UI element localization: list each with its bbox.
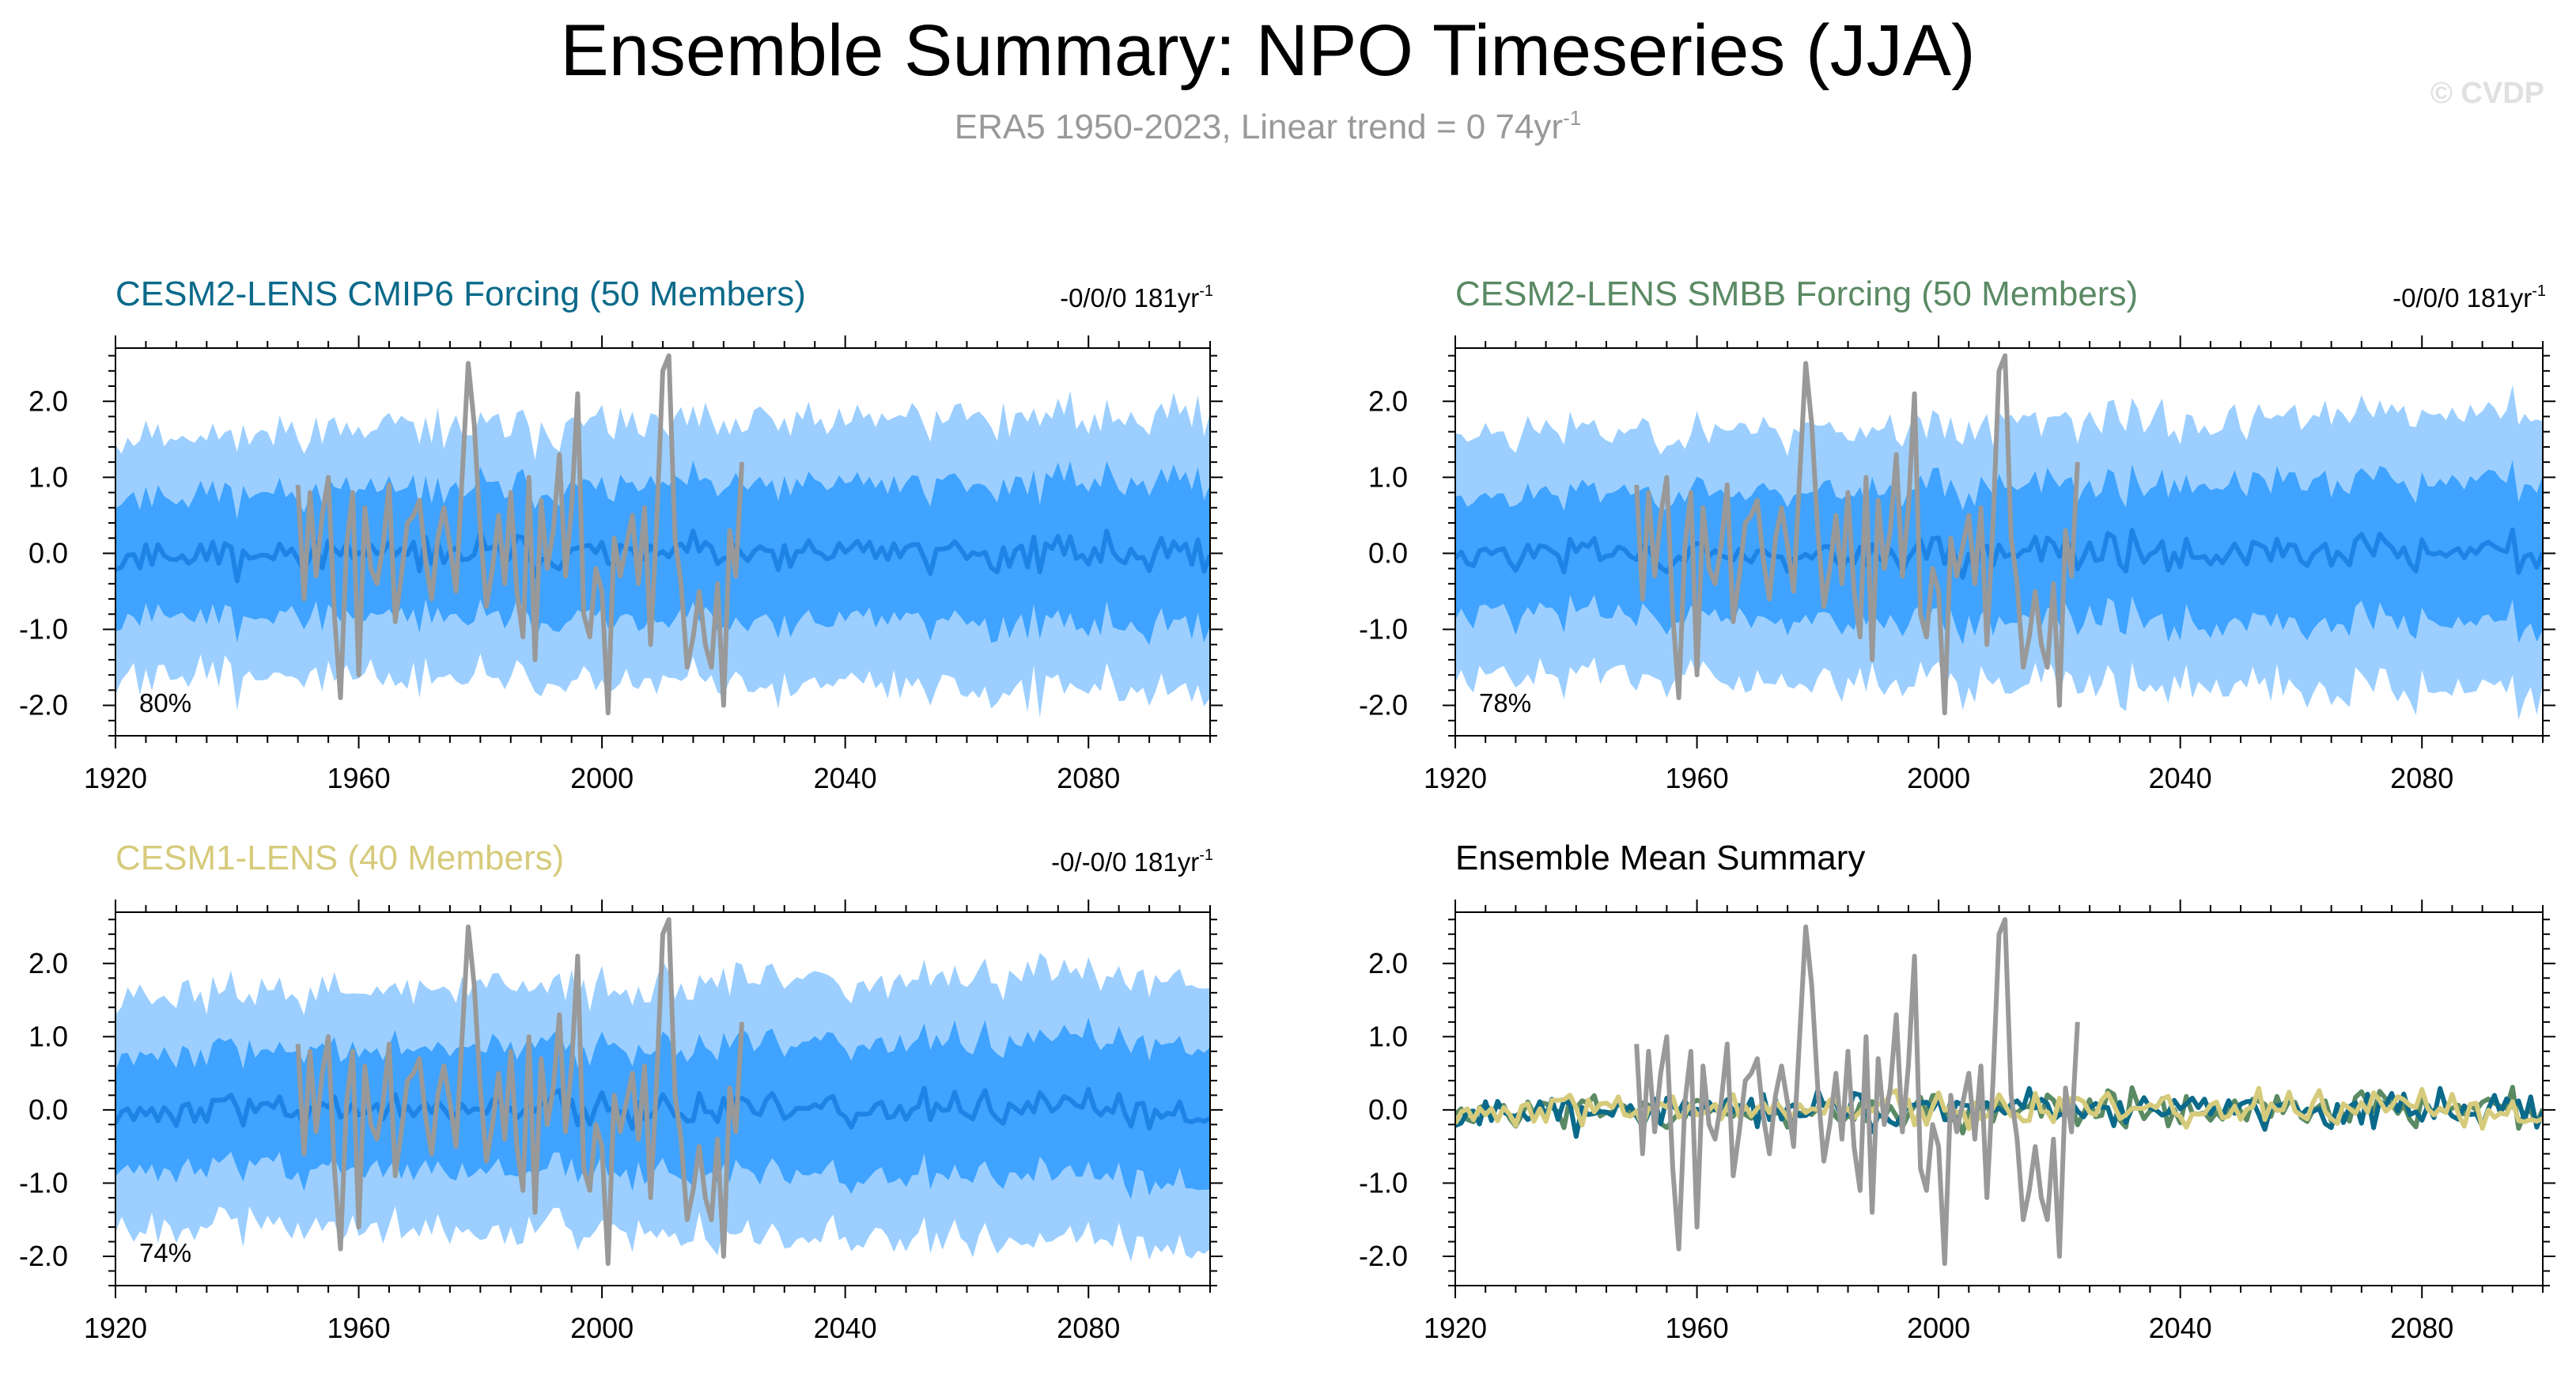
x-tick-label: 2000 bbox=[1907, 1312, 1970, 1344]
panel-cesm2-cmip6: CESM2-LENS CMIP6 Forcing (50 Members) -0/… bbox=[19, 275, 1223, 794]
y-tick-label: -1.0 bbox=[1359, 612, 1408, 645]
x-tick-label: 1960 bbox=[1666, 762, 1729, 794]
x-tick-label: 2080 bbox=[2390, 762, 2453, 794]
plot-area bbox=[1455, 917, 2543, 1267]
x-tick-label: 2040 bbox=[2149, 1312, 2212, 1344]
x-tick-label: 2080 bbox=[2390, 1312, 2453, 1344]
x-tick-label: 1920 bbox=[1424, 1312, 1487, 1344]
figure-title: Ensemble Summary: NPO Timeseries (JJA) bbox=[560, 10, 1975, 91]
observed-line bbox=[295, 353, 744, 716]
x-tick-label: 2040 bbox=[814, 1312, 877, 1344]
y-tick-label: 0.0 bbox=[28, 1093, 68, 1126]
trend-exponent: -1 bbox=[1199, 847, 1213, 864]
y-tick-label: 0.0 bbox=[28, 536, 68, 569]
ensemble-mean-line bbox=[1455, 527, 2543, 580]
y-tick-label: 1.0 bbox=[1368, 460, 1408, 493]
panel-title: CESM2-LENS CMIP6 Forcing (50 Members) bbox=[115, 275, 806, 313]
trend-exponent: -1 bbox=[1199, 282, 1213, 300]
panel-title: CESM1-LENS (40 Members) bbox=[115, 839, 564, 877]
trend-label: -0/0/0 181yr-1 bbox=[1060, 282, 1213, 313]
y-tick-label: 2.0 bbox=[1368, 947, 1408, 979]
trend-label: -0/-0/0 181yr-1 bbox=[1051, 847, 1213, 877]
x-tick-label: 1920 bbox=[1424, 762, 1487, 794]
ensemble-mean-line bbox=[115, 528, 1210, 584]
x-tick-label: 2080 bbox=[1057, 1312, 1120, 1344]
panel-cesm2-smbb: CESM2-LENS SMBB Forcing (50 Members) -0/0… bbox=[1359, 275, 2555, 794]
y-tick-label: -2.0 bbox=[1359, 689, 1408, 722]
y-tick-label: -2.0 bbox=[1359, 1240, 1408, 1272]
y-tick-label: -1.0 bbox=[19, 1166, 68, 1199]
x-tick-label: 2040 bbox=[814, 762, 877, 794]
y-tick-label: 0.0 bbox=[1368, 1093, 1408, 1126]
trend-value: -0/-0/0 181yr bbox=[1051, 847, 1199, 877]
x-tick-label: 2000 bbox=[570, 762, 634, 794]
panel-title: Ensemble Mean Summary bbox=[1455, 839, 1865, 877]
figure-subtitle: ERA5 1950-2023, Linear trend = 0 74yr-1 bbox=[955, 106, 1581, 146]
y-tick-label: 1.0 bbox=[28, 460, 68, 493]
y-tick-label: -1.0 bbox=[19, 612, 68, 645]
x-tick-label: 1920 bbox=[84, 762, 147, 794]
panel-title: CESM2-LENS SMBB Forcing (50 Members) bbox=[1455, 275, 2138, 313]
y-tick-label: -1.0 bbox=[1359, 1166, 1408, 1199]
y-tick-label: -2.0 bbox=[19, 1240, 68, 1272]
trend-value: -0/0/0 181yr bbox=[1060, 283, 1199, 313]
plot-area bbox=[115, 917, 1210, 1267]
x-tick-label: 1960 bbox=[327, 762, 391, 794]
x-tick-label: 1920 bbox=[84, 1312, 147, 1344]
x-tick-label: 1960 bbox=[1666, 1312, 1729, 1344]
y-tick-label: 2.0 bbox=[1368, 384, 1408, 417]
y-tick-label: 2.0 bbox=[28, 384, 68, 417]
observed-line bbox=[1634, 353, 2080, 716]
cvdp-watermark: © CVDP bbox=[2430, 77, 2544, 110]
percent-label: 78% bbox=[1479, 688, 1531, 718]
x-tick-label: 2000 bbox=[1907, 762, 1970, 794]
x-tick-label: 2080 bbox=[1057, 762, 1120, 794]
plot-area bbox=[115, 353, 1210, 718]
y-tick-label: 1.0 bbox=[28, 1020, 68, 1052]
panel-ensemble-mean-summary: Ensemble Mean Summary 1920 1960 2000 2040 208… bbox=[1359, 839, 2555, 1344]
y-tick-label: 0.0 bbox=[1368, 536, 1408, 569]
trend-value: -0/0/0 181yr bbox=[2393, 283, 2532, 313]
x-tick-label: 2040 bbox=[2149, 762, 2212, 794]
y-tick-label: 1.0 bbox=[1368, 1020, 1408, 1052]
percent-label: 74% bbox=[139, 1238, 191, 1267]
observed-line bbox=[295, 917, 744, 1267]
ensemble-mean-line bbox=[1455, 1085, 2543, 1131]
x-tick-label: 1960 bbox=[327, 1312, 391, 1344]
y-tick-label: 2.0 bbox=[28, 947, 68, 979]
plot-area bbox=[1455, 353, 2543, 720]
x-tick-label: 2000 bbox=[570, 1312, 634, 1344]
y-tick-label: -2.0 bbox=[19, 689, 68, 722]
observed-line bbox=[1634, 917, 2080, 1267]
trend-exponent: -1 bbox=[2532, 282, 2546, 300]
panel-cesm1: CESM1-LENS (40 Members) -0/-0/0 181yr-1 19… bbox=[19, 839, 1223, 1344]
percent-label: 80% bbox=[139, 688, 191, 718]
ensemble-mean-line bbox=[115, 1085, 1210, 1131]
trend-label: -0/0/0 181yr-1 bbox=[2393, 282, 2546, 313]
